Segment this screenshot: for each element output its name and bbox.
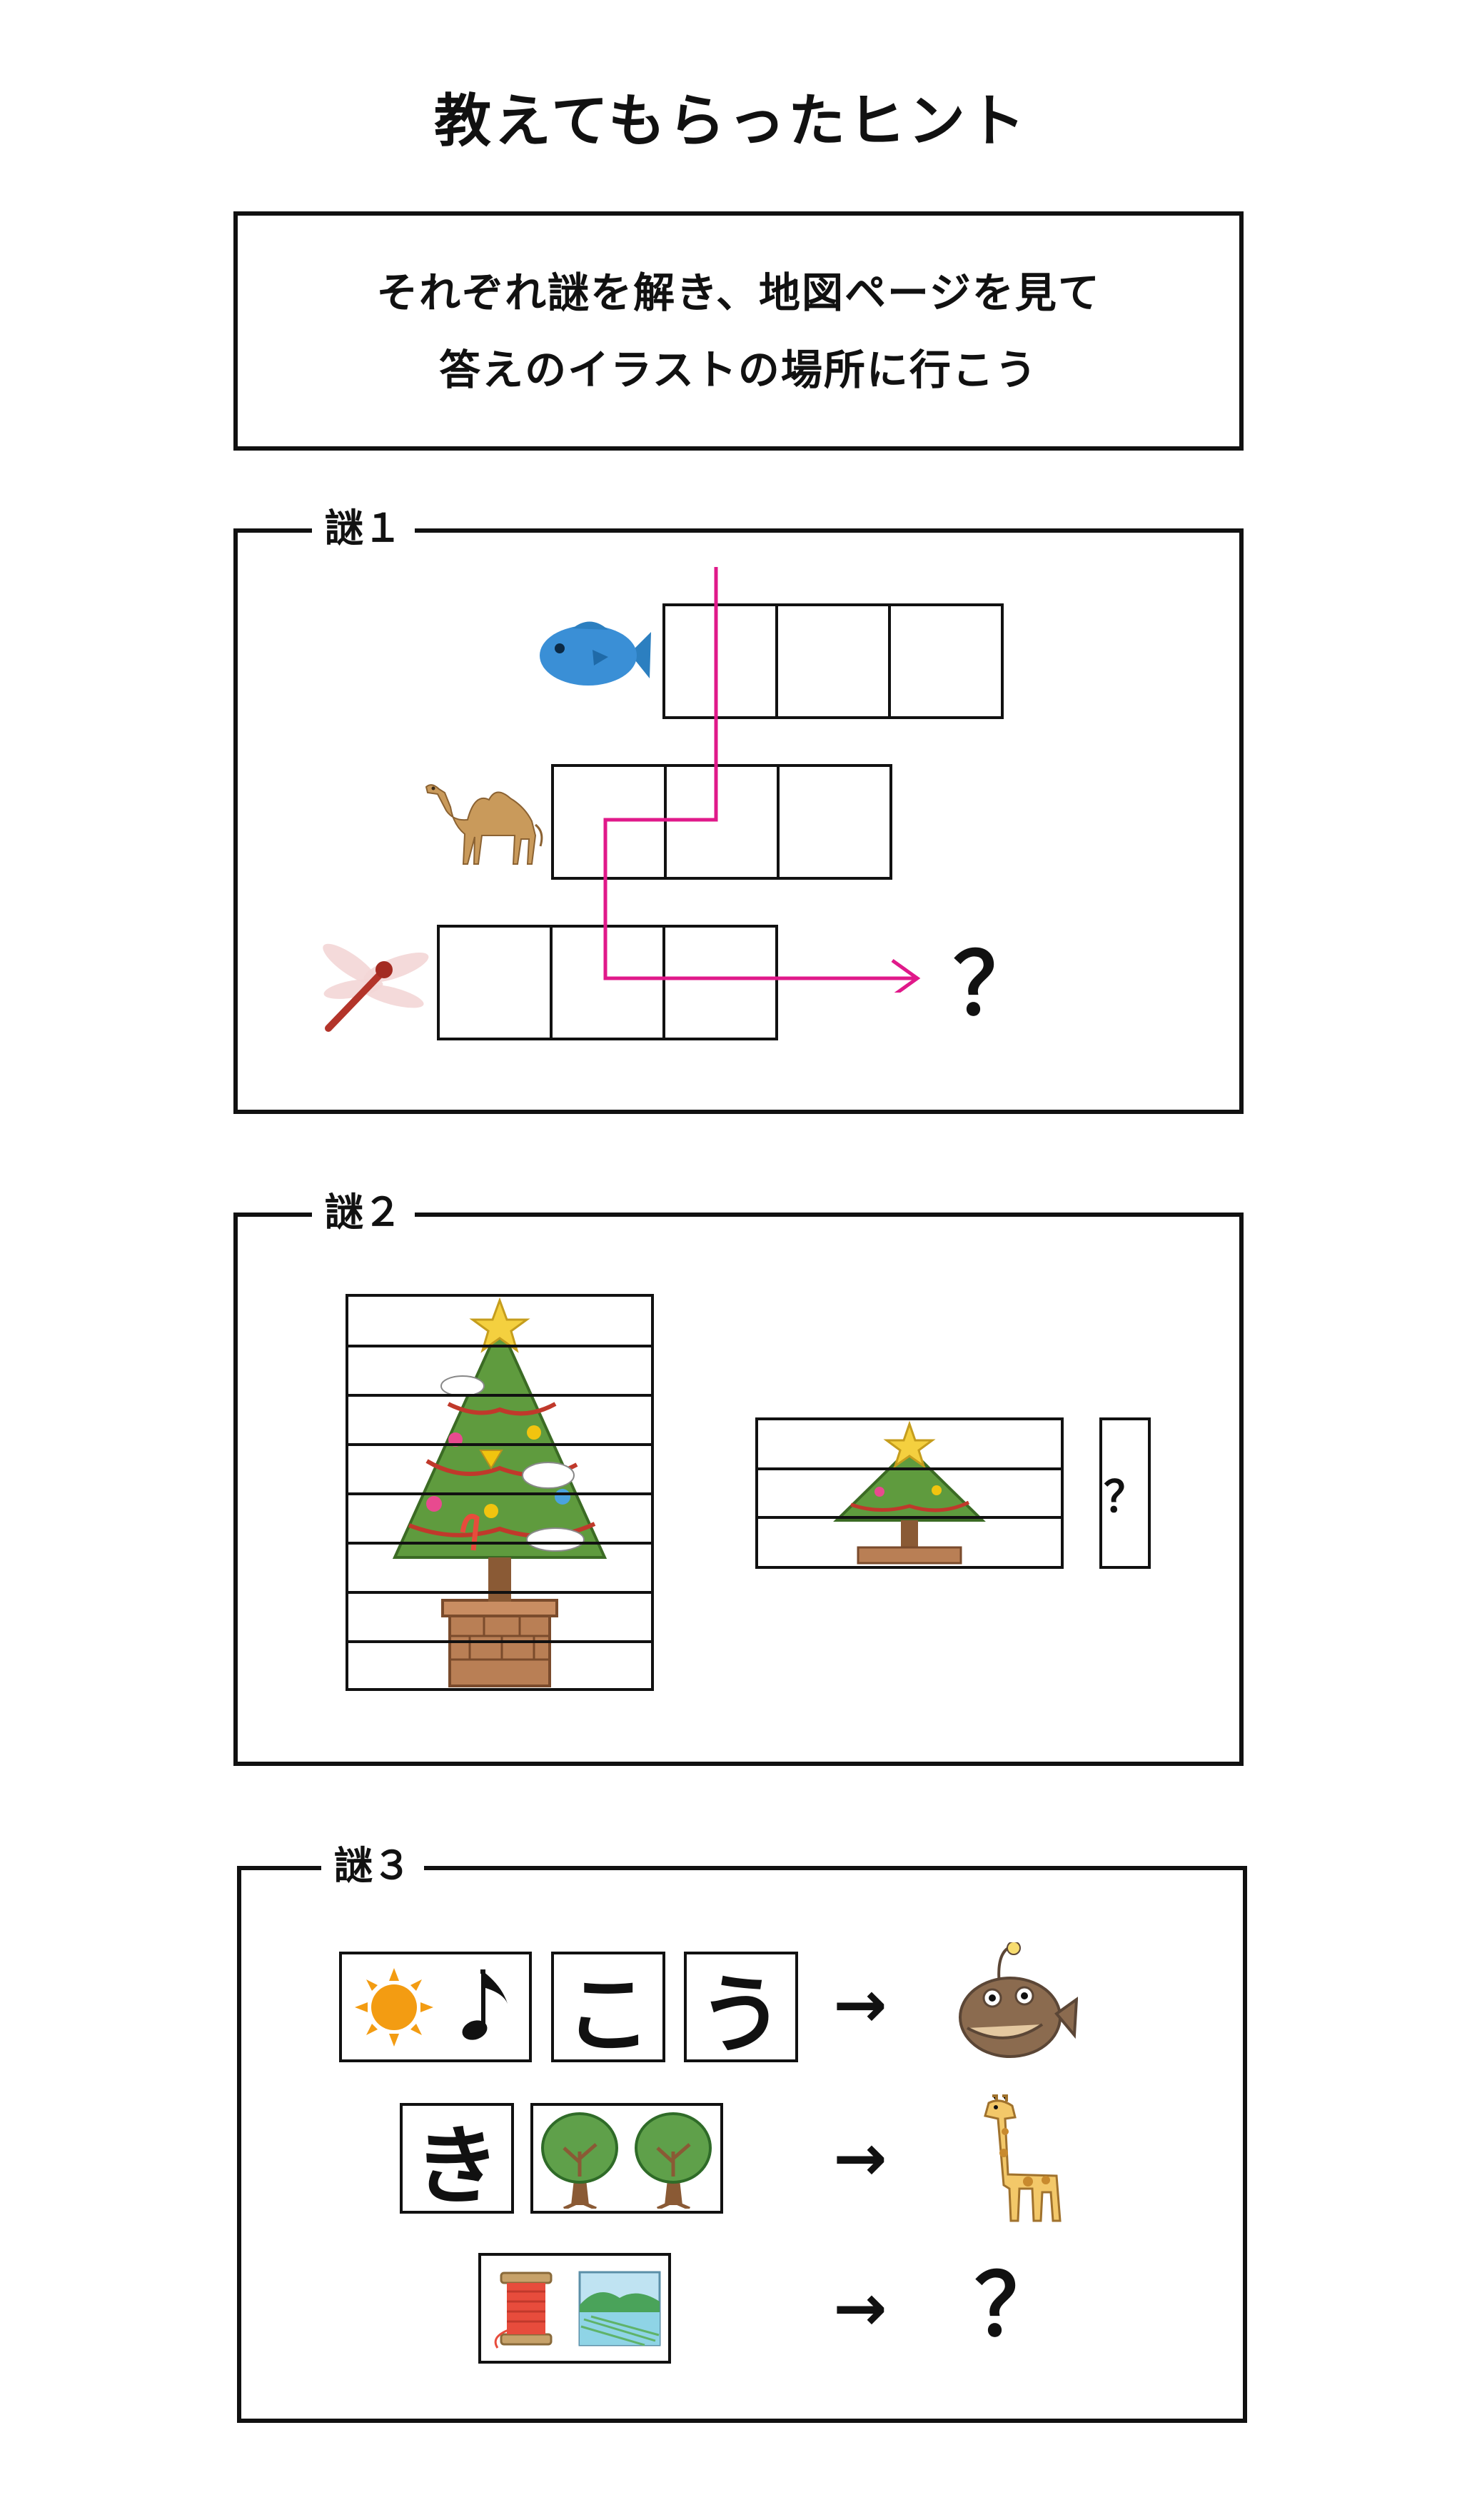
fish-icon <box>540 621 651 686</box>
card-ko: こ <box>551 1952 665 2065</box>
row-1-arrow: → <box>833 1967 887 2042</box>
camel-row-cell-1 <box>551 764 667 880</box>
camel-icon <box>425 784 543 865</box>
puzzle-1-label: 謎１ <box>312 507 415 550</box>
rice-field-icon <box>578 2271 661 2346</box>
instruction-line-2: 答えのイラストの場所に行こう <box>439 345 1038 394</box>
puzzle-2-question-mark: ？ <box>1104 1472 1146 1522</box>
christmas-tree-strips <box>346 1294 654 1691</box>
card-u: う <box>684 1952 798 2065</box>
tree-icon-2 <box>635 2112 712 2209</box>
puzzle-1-question-mark: ？ <box>953 935 1039 1035</box>
trees-card <box>530 2103 723 2214</box>
thread-spool-icon <box>494 2271 553 2349</box>
row-2-arrow: → <box>833 2121 887 2196</box>
sun-icon <box>355 1967 433 2047</box>
camel-row-cell-2 <box>664 764 780 880</box>
puzzle-3-question-mark: ？ <box>974 2257 1060 2356</box>
music-note-icon <box>462 1969 508 2040</box>
fish-row-cell-2 <box>775 603 891 719</box>
fish-row-cell-3 <box>888 603 1004 719</box>
small-tree-icon <box>758 1420 1061 1565</box>
fish-row-cell-1 <box>662 603 778 719</box>
small-tree-strips <box>755 1417 1064 1569</box>
instruction-box: それぞれ謎を解き、地図ページを見て 答えのイラストの場所に行こう <box>233 211 1244 451</box>
dragonfly-row-cell-1 <box>437 925 553 1040</box>
card-ki: き <box>400 2103 514 2217</box>
puzzle-2-label: 謎２ <box>312 1191 415 1234</box>
puzzle-2-panel <box>233 1213 1244 1766</box>
camel-row-cell-3 <box>777 764 892 880</box>
row-3-arrow: → <box>833 2271 887 2346</box>
tree-icon <box>541 2112 618 2209</box>
christmas-tree-icon <box>348 1297 651 1687</box>
path-arrow <box>603 567 921 993</box>
giraffe-icon <box>984 2094 1062 2222</box>
dragonfly-row-cell-3 <box>662 925 778 1040</box>
dragonfly-icon <box>323 943 429 1032</box>
anglerfish-icon <box>959 1942 1078 2058</box>
thread-field-card <box>478 2253 671 2364</box>
instruction-line-1: それぞれ謎を解き、地図ページを見て <box>376 268 1101 317</box>
page-title: 教えてもらったヒント <box>434 88 1028 154</box>
puzzle-3-label: 謎３ <box>321 1844 424 1887</box>
sun-note-card <box>339 1952 532 2062</box>
puzzle-2-answer-strip: ？ <box>1099 1417 1151 1569</box>
